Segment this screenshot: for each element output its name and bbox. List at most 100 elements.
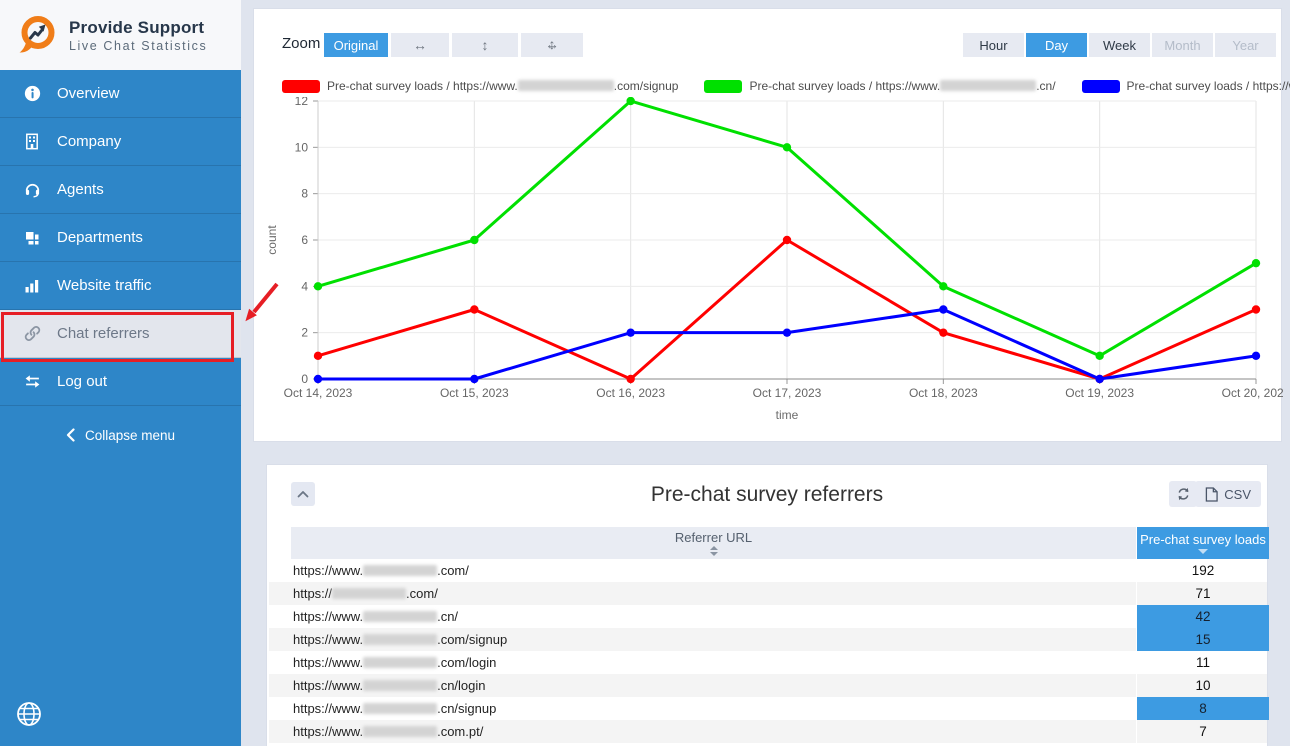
referrer-url-cell: https://www. .com/login [293, 655, 497, 670]
info-icon [22, 85, 42, 103]
svg-text:Oct 14, 2023: Oct 14, 2023 [284, 386, 353, 400]
table-row: https://www. .com/login 11 [269, 651, 1267, 674]
svg-text:Oct 16, 2023: Oct 16, 2023 [596, 386, 665, 400]
app-subtitle: Live Chat Statistics [69, 38, 208, 53]
redacted-text [332, 588, 407, 599]
time-range-buttons: Hour Day Week Month Year [963, 33, 1276, 57]
referrer-url-cell: https://.com/ [293, 586, 438, 601]
sidebar-menu: Overview Company Agents Departments Webs… [0, 70, 241, 406]
line-chart-canvas[interactable]: Oct 14, 2023 Oct 15, 2023 Oct 16, 2023 Oct … [254, 97, 1283, 437]
svg-text:Oct 17, 2023: Oct 17, 2023 [753, 386, 822, 400]
legend-label: Pre-chat survey loads / https://www. .cn/ [749, 79, 1056, 93]
sidebar-item-label: Departments [57, 229, 143, 246]
provide-support-logo-icon [19, 16, 55, 53]
svg-text:0: 0 [301, 372, 308, 386]
horizontal-zoom-icon: ↔ [413, 37, 427, 53]
column-header-referrer-url[interactable]: Referrer URL [291, 527, 1136, 559]
collapse-table-button[interactable] [291, 482, 315, 506]
legend-swatch [1081, 79, 1120, 93]
vertical-zoom-button[interactable]: ↕ [452, 33, 518, 57]
survey-loads-cell: 10 [1136, 674, 1269, 697]
survey-loads-cell: 42 [1136, 605, 1269, 628]
chart-legend: Pre-chat survey loads / https://www. .com… [282, 79, 1290, 93]
legend-item[interactable]: Pre-chat survey loads / https://www. .com… [282, 79, 678, 93]
range-button-hour[interactable]: Hour [963, 33, 1024, 57]
refresh-button[interactable] [1169, 481, 1197, 507]
range-button-day[interactable]: Day [1026, 33, 1087, 57]
svg-text:12: 12 [295, 97, 309, 108]
sidebar-item-website-traffic[interactable]: Website traffic [0, 262, 241, 310]
column-label: Pre-chat survey loads [1140, 532, 1266, 547]
range-button-month[interactable]: Month [1152, 33, 1213, 57]
bar-chart-icon [22, 277, 42, 295]
sidebar: Provide Support Live Chat Statistics Ove… [0, 0, 241, 746]
file-icon [1206, 486, 1218, 502]
survey-loads-cell: 7 [1136, 720, 1269, 743]
range-button-week[interactable]: Week [1089, 33, 1150, 57]
survey-loads-cell: 15 [1136, 628, 1269, 651]
globe-icon[interactable] [16, 701, 42, 727]
table-title: Pre-chat survey referrers [650, 483, 884, 506]
svg-text:6: 6 [301, 233, 308, 247]
svg-text:time: time [776, 408, 799, 422]
redacted-text [517, 80, 614, 91]
table-row: https://www. .com.pt/7 [269, 720, 1267, 743]
departments-icon [22, 229, 42, 247]
app-title: Provide Support [69, 17, 205, 37]
collapse-menu-button[interactable]: Collapse menu [0, 414, 241, 456]
sidebar-item-overview[interactable]: Overview [0, 70, 241, 118]
svg-text:Oct 18, 2023: Oct 18, 2023 [909, 386, 978, 400]
legend-item[interactable]: Pre-chat survey loads / https://www. .cn/ [704, 79, 1056, 93]
csv-label: CSV [1224, 486, 1251, 502]
horizontal-zoom-button[interactable]: ↔ [391, 33, 449, 57]
redacted-text [940, 80, 1037, 91]
svg-text:count: count [265, 225, 279, 255]
column-header-survey-loads[interactable]: Pre-chat survey loads [1137, 527, 1269, 559]
zoom-label: Zoom [282, 35, 321, 52]
sidebar-item-departments[interactable]: Departments [0, 214, 241, 262]
chevron-left-icon [66, 428, 75, 442]
building-icon [22, 133, 42, 151]
sidebar-item-company[interactable]: Company [0, 118, 241, 166]
svg-text:Oct 20, 2023: Oct 20, 2023 [1222, 386, 1283, 400]
collapse-menu-label: Collapse menu [84, 427, 176, 443]
table-row: https://www. .com/192 [269, 559, 1267, 582]
legend-swatch [282, 79, 320, 93]
table-row: https://www. .cn/signup 8 [269, 697, 1269, 720]
referrer-url-cell: https://www. .cn/login [293, 678, 486, 693]
sidebar-item-label: Website traffic [57, 277, 152, 294]
legend-swatch [704, 79, 743, 93]
survey-loads-cell: 71 [1136, 582, 1269, 605]
referrer-url-cell: https://www. .cn/signup [293, 701, 497, 716]
table-row: https://www. .cn/login 10 [269, 674, 1267, 697]
csv-export-button[interactable]: CSV [1195, 481, 1261, 507]
sidebar-item-chat-referrers[interactable]: Chat referrers [0, 310, 241, 358]
chart-toolbar: Zoom Original ↔ ↕ ↔ ↕ Hour Day Week Month… [254, 33, 1281, 57]
zoom-original-button[interactable]: Original [324, 33, 388, 57]
svg-text:4: 4 [301, 279, 308, 293]
headset-icon [22, 181, 42, 199]
sidebar-item-label: Chat referrers [57, 325, 150, 342]
column-label: Referrer URL [674, 530, 753, 545]
pan-icon: ↔ ↕ [545, 36, 559, 52]
vertical-zoom-icon: ↕ [481, 37, 489, 53]
chevron-up-icon [297, 491, 309, 498]
sidebar-item-agents[interactable]: Agents [0, 166, 241, 214]
pan-button[interactable]: ↔ ↕ [521, 33, 583, 57]
referrer-url-cell: https://www. .com/ [293, 563, 469, 578]
redacted-text [363, 565, 438, 576]
refresh-icon [1178, 487, 1188, 501]
sidebar-item-log-out[interactable]: Log out [0, 358, 241, 406]
survey-loads-cell: 11 [1136, 651, 1269, 674]
redacted-text [363, 634, 438, 645]
referrer-url-cell: https://www. .com.pt/ [293, 724, 484, 739]
survey-loads-cell: 192 [1136, 559, 1269, 582]
table-body: https://www. .com/192 https://.com/71 https… [269, 559, 1269, 743]
range-button-year[interactable]: Year [1215, 33, 1276, 57]
referrer-url-cell: https://www. .com/signup [293, 632, 508, 647]
legend-item[interactable]: Pre-chat survey loads / https://www..cn/… [1081, 79, 1290, 93]
table-row: https://www. .com/signup 15 [269, 628, 1269, 651]
svg-text:Oct 19, 2023: Oct 19, 2023 [1065, 386, 1134, 400]
sidebar-item-label: Log out [57, 373, 108, 390]
logout-icon [22, 373, 42, 391]
